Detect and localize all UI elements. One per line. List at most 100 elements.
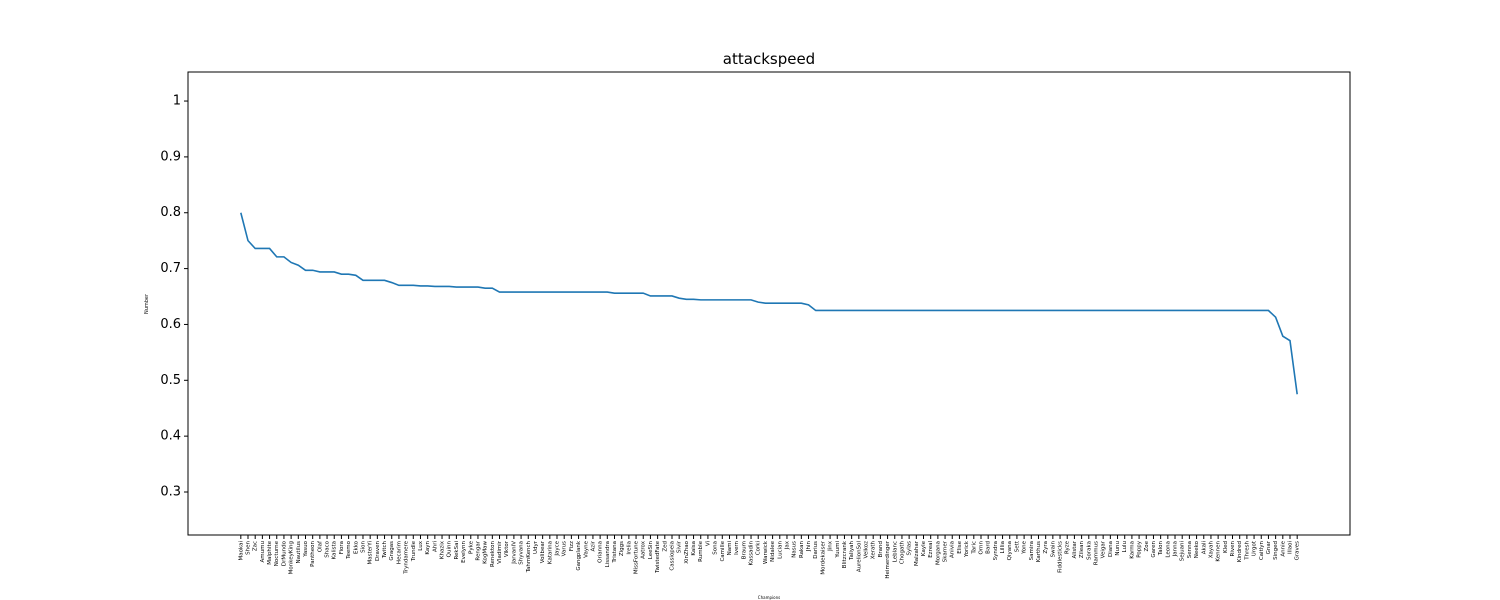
- x-tick-label: Tryndamere: [404, 540, 410, 574]
- x-tick-label: Zed: [662, 541, 668, 552]
- x-tick-label: Zilean: [1079, 541, 1085, 559]
- x-tick-label: MonkeyKing: [289, 541, 295, 574]
- x-tick-label: Gragas: [389, 541, 395, 561]
- x-tick-label: Ekko: [353, 540, 359, 554]
- plot-frame: [187, 71, 1351, 536]
- x-tick-label: Blitzcrank: [842, 540, 848, 568]
- x-tick-label: TahmKench: [526, 541, 532, 574]
- x-tick-label: Neeko: [1194, 540, 1200, 558]
- x-tick-label: Ezreal: [928, 541, 934, 558]
- x-tick-label: Katarina: [547, 541, 553, 564]
- x-tick-label: Jinx: [828, 540, 834, 552]
- x-tick-label: Gnar: [1266, 540, 1272, 554]
- x-tick-label: Orianna: [598, 541, 604, 563]
- x-tick-label: Irelia: [626, 541, 632, 555]
- x-tick-label: Kassadin: [749, 540, 755, 565]
- x-tick-label: Evelynn: [461, 540, 467, 562]
- x-tick-label: Qiyana: [1007, 541, 1013, 560]
- x-tick-label: Kled: [1223, 541, 1229, 553]
- x-tick-label: Swain: [1050, 540, 1056, 557]
- x-tick-label: Senna: [1187, 541, 1193, 558]
- x-tick-label: Udyr: [533, 540, 539, 554]
- x-tick-label: Xayah: [1208, 540, 1214, 558]
- y-tick-label: 0.5: [160, 373, 181, 388]
- x-tick-label: Bard: [986, 541, 992, 554]
- x-tick-label: Draven: [375, 540, 381, 561]
- x-tick-label: Nocturne: [274, 540, 280, 566]
- x-tick-label: Renekton: [490, 540, 496, 567]
- x-tick-label: Shyvana: [519, 541, 525, 565]
- x-tick-label: Ahri: [432, 541, 438, 553]
- x-tick-label: Sylas: [907, 541, 913, 556]
- x-tick-label: Urgot: [1252, 540, 1258, 556]
- y-tick-label: 0.6: [160, 317, 181, 332]
- data-line: [240, 212, 1298, 395]
- y-tick-label: 1: [173, 94, 181, 109]
- x-tick-label: Lucian: [777, 540, 783, 558]
- x-tick-label: Kayn: [425, 540, 431, 554]
- x-tick-label: Ornn: [978, 540, 984, 554]
- x-tick-label: Caitlyn: [1259, 540, 1265, 560]
- x-tick-label: Vayne: [583, 540, 589, 557]
- x-tick-label: Teemo: [346, 540, 352, 560]
- x-tick-label: AurelionSol: [856, 541, 862, 573]
- x-tick-label: Fiddlesticks: [1058, 541, 1064, 573]
- y-tick-label: 0.9: [160, 149, 181, 164]
- x-tick-label: Lulu: [1122, 541, 1128, 552]
- y-axis-label: Number: [144, 293, 150, 314]
- x-tick-label: Rumble: [698, 540, 704, 561]
- x-tick-label: DrMundo: [281, 540, 287, 566]
- chart-title: attackspeed: [723, 50, 815, 68]
- x-tick-label: MissFortune: [634, 540, 640, 574]
- x-tick-label: Janna: [1173, 541, 1179, 557]
- x-tick-label: Poppy: [1137, 540, 1143, 557]
- x-tick-label: Malzahar: [914, 540, 920, 566]
- x-tick-label: Elise: [957, 540, 963, 553]
- x-tick-label: Leblanc: [892, 541, 898, 562]
- x-tick-label: Soraka: [1086, 541, 1092, 560]
- x-tick-label: Chogath: [899, 540, 905, 564]
- x-tick-label: Cassiopeia: [669, 541, 675, 571]
- x-tick-label: Jax: [784, 540, 790, 550]
- x-tick-label: Corki: [756, 541, 762, 556]
- x-tick-label: Rengar: [475, 540, 481, 560]
- x-tick-label: Ziggs: [619, 541, 625, 556]
- x-tick-label: Gangplank: [576, 540, 582, 570]
- x-tick-label: Sona: [713, 541, 719, 555]
- x-tick-label: Malphite: [267, 540, 273, 564]
- x-tick-label: Varus: [562, 541, 568, 556]
- x-tick-label: Warwick: [763, 540, 769, 564]
- x-tick-label: Volibear: [540, 540, 546, 563]
- x-tick-label: Taliyah: [849, 540, 855, 561]
- x-tick-label: Brand: [878, 541, 884, 557]
- x-tick-label: Tristana: [612, 541, 618, 564]
- x-tick-label: Velkoz: [864, 541, 870, 559]
- x-tick-label: KogMaw: [483, 541, 489, 564]
- x-tick-label: Zac: [253, 541, 259, 551]
- x-tick-label: RekSai: [454, 541, 460, 560]
- x-tick-label: Riven: [1230, 540, 1236, 556]
- x-tick-label: Maokai: [238, 541, 244, 561]
- x-tick-label: Nami: [727, 541, 733, 556]
- x-tick-label: Alistar: [1072, 540, 1078, 558]
- x-tick-label: Nidalee: [770, 540, 776, 561]
- x-tick-label: Jhin: [806, 540, 812, 552]
- x-tick-label: Veigar: [1101, 540, 1107, 558]
- x-tick-label: Diana: [1108, 541, 1114, 557]
- x-tick-label: Lissandra: [605, 541, 611, 567]
- x-tick-label: Nasus: [792, 541, 798, 558]
- x-tick-label: Rammus: [1093, 541, 1099, 565]
- x-tick-label: Amumu: [260, 541, 266, 562]
- x-tick-label: Sivir: [677, 540, 683, 553]
- x-tick-label: Jayce: [555, 540, 561, 556]
- x-tick-label: Singed: [1273, 541, 1279, 560]
- x-tick-label: Vladimir: [497, 540, 503, 564]
- x-tick-label: Rakan: [799, 540, 805, 558]
- x-tick-label: Yorick: [964, 540, 970, 558]
- x-tick-label: Samira: [1029, 541, 1035, 560]
- x-tick-label: XinZhao: [684, 540, 690, 563]
- x-tick-label: TwistedFate: [655, 540, 661, 574]
- x-tick-label: Pantheon: [310, 540, 316, 566]
